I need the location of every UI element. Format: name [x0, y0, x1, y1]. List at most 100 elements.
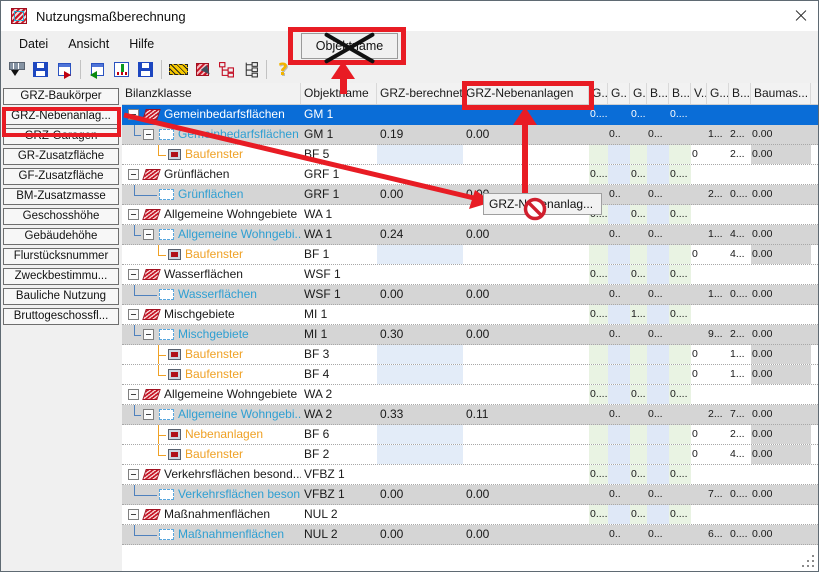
expander-icon[interactable] [143, 409, 154, 420]
sidebar-item[interactable]: Geschosshöhe [3, 208, 119, 225]
cell-extra-6 [691, 465, 707, 484]
table-row[interactable]: Baufenster BF 5 0 2... 0.00 [122, 145, 818, 165]
menu-item-datei[interactable]: Datei [19, 36, 49, 51]
sidebar-item[interactable]: GR-Zusatzfläche [3, 148, 119, 165]
column-header[interactable]: B... [729, 83, 751, 104]
sidebar-item[interactable]: Flurstücksnummer [3, 248, 119, 265]
cell-extra-2 [608, 345, 630, 364]
export-window-icon[interactable] [52, 59, 76, 81]
sidebar-item[interactable]: GF-Zusatzfläche [3, 168, 119, 185]
table-row[interactable]: Baufenster BF 3 0 1... 0.00 [122, 345, 818, 365]
table-row[interactable]: Verkehrsflächen besond... VFBZ 1 0.... 0...… [122, 465, 818, 485]
sidebar-item[interactable]: GRZ-Baukörper [3, 88, 119, 105]
column-header[interactable]: G... [589, 83, 608, 104]
expander-icon[interactable] [128, 209, 139, 220]
filter-columns-icon[interactable] [4, 59, 28, 81]
column-header[interactable]: Bilanzklasse [122, 83, 301, 104]
table-row[interactable]: Wasserflächen WSF 1 0.... 0... 0.... [122, 265, 818, 285]
expander-icon[interactable] [143, 329, 154, 340]
column-header[interactable]: G... [707, 83, 729, 104]
selection-box-icon[interactable] [166, 59, 190, 81]
cell-grz-nebenanlagen [463, 265, 589, 284]
close-icon[interactable] [789, 6, 813, 26]
table-row[interactable]: Baufenster BF 2 0 4... 0.00 [122, 445, 818, 465]
table-row[interactable]: Wasserflächen WSF 1 0.00 0.00 0.. 0... 1... 0..… [122, 285, 818, 305]
table-row[interactable]: Baufenster BF 1 0 4... 0.00 [122, 245, 818, 265]
cell-extra-9 [751, 505, 811, 524]
menu-item-hilfe[interactable]: Hilfe [129, 36, 155, 51]
table-row[interactable]: Allgemeine Wohngebi... WA 2 0.33 0.11 0.. 0..… [122, 405, 818, 425]
cell-grz-berechnet: 0.24 [380, 227, 404, 241]
table-row[interactable]: Mischgebiete MI 1 0.30 0.00 0.. 0... 9... 2... 0… [122, 325, 818, 345]
row-label: Gemeinbedarfsflächen [178, 127, 299, 141]
dragged-column-button[interactable]: Objektname [301, 33, 398, 59]
cell-grz-berechnet [377, 165, 463, 184]
table-row[interactable]: Allgemeine Wohngebiete WA 2 0.... 0... 0.... [122, 385, 818, 405]
cell-extra-3 [630, 125, 647, 144]
sidebar-item[interactable]: BM-Zusatzmasse [3, 188, 119, 205]
row-label: Baufenster [185, 147, 244, 161]
row-label: Maßnahmenflächen [178, 527, 285, 541]
column-header[interactable]: Objektname [301, 83, 377, 104]
column-header[interactable]: G.. [630, 83, 647, 104]
table-row[interactable]: Baufenster BF 4 0 1... 0.00 [122, 365, 818, 385]
cell-extra-7 [707, 105, 729, 124]
table-row[interactable]: Maßnahmenflächen NUL 2 0.... 0... 0.... [122, 505, 818, 525]
expander-icon[interactable] [143, 229, 154, 240]
column-header[interactable]: B... [647, 83, 669, 104]
baufenster-icon [168, 149, 181, 160]
cell-extra-2: 0.. [609, 288, 621, 300]
import-window-icon[interactable] [85, 59, 109, 81]
sidebar-item[interactable]: GRZ-Nebenanlag... [3, 108, 119, 125]
table-row[interactable]: Verkehrsflächen beson... VFBZ 1 0.00 0.00 0.… [122, 485, 818, 505]
expander-icon[interactable] [128, 109, 139, 120]
expander-icon[interactable] [128, 389, 139, 400]
expander-icon[interactable] [128, 469, 139, 480]
table-row[interactable]: Grünflächen GRF 1 0.... 0... 0.... [122, 165, 818, 185]
save-table-icon[interactable] [109, 59, 133, 81]
menu-item-ansicht[interactable]: Ansicht [68, 36, 110, 51]
cell-extra-4: 0... [648, 408, 663, 420]
sidebar-item[interactable]: Zweckbestimmu... [3, 268, 119, 285]
table-row[interactable]: Allgemeine Wohngebi... WA 1 0.24 0.00 0.. 0..… [122, 225, 818, 245]
select-object-icon[interactable] [190, 59, 214, 81]
expander-icon[interactable] [128, 309, 139, 320]
save-icon[interactable] [28, 59, 52, 81]
table-row[interactable]: Gemeinbedarfsflächen GM 1 0.19 0.00 0.. 0... 1… [122, 125, 818, 145]
cell-extra-5: 0.... [669, 465, 691, 484]
sidebar-item[interactable]: Gebäudehöhe [3, 228, 119, 245]
column-header[interactable]: B... [669, 83, 691, 104]
resize-grip[interactable] [802, 555, 815, 568]
expander-icon[interactable] [143, 129, 154, 140]
row-label: Mischgebiete [178, 327, 249, 341]
cell-grz-nebenanlagen [463, 505, 589, 524]
cell-extra-8: 0.... [730, 528, 748, 540]
cell-extra-6 [691, 325, 707, 344]
table-row[interactable]: Grünflächen GRF 1 0.00 0.00 0.. 0... 2... 0....… [122, 185, 818, 205]
save-all-icon[interactable] [133, 59, 157, 81]
sidebar-item[interactable]: Bauliche Nutzung [3, 288, 119, 305]
column-header[interactable]: GRZ-berechnet [377, 83, 463, 104]
column-header[interactable]: Baumas... [751, 83, 811, 104]
column-header[interactable]: GRZ-Nebenanlagen [463, 83, 589, 104]
table-row[interactable]: Nebenanlagen BF 6 0 2... 0.00 [122, 425, 818, 445]
expander-icon[interactable] [128, 269, 139, 280]
table-row[interactable]: Maßnahmenflächen NUL 2 0.00 0.00 0.. 0... 6...… [122, 525, 818, 545]
cell-extra-6: 0 [692, 148, 698, 160]
cell-filler [811, 145, 818, 164]
sidebar-item[interactable]: Bruttogeschossfl... [3, 308, 119, 325]
cell-filler [811, 345, 818, 364]
expander-icon[interactable] [128, 169, 139, 180]
tree-red-icon[interactable] [214, 59, 238, 81]
expander-icon[interactable] [128, 509, 139, 520]
cell-filler [811, 165, 818, 184]
sidebar-item[interactable]: GRZ-Garagen [3, 128, 119, 145]
cell-extra-1 [589, 485, 608, 504]
column-header[interactable]: V.. [691, 83, 707, 104]
column-header[interactable]: G.. [608, 83, 630, 104]
help-icon[interactable] [271, 59, 295, 81]
table-row[interactable]: Mischgebiete MI 1 0.... 1... 0.... [122, 305, 818, 325]
table-row[interactable]: Gemeinbedarfsflächen GM 1 0.... 0... 0.... [122, 105, 818, 125]
tree-outline-icon[interactable] [238, 59, 262, 81]
